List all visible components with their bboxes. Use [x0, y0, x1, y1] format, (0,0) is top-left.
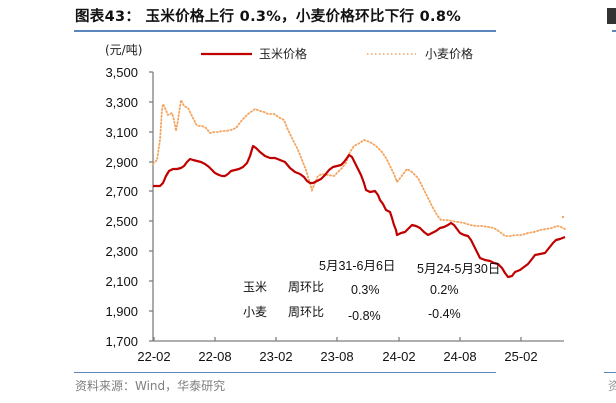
annotation-row-corn-item: 玉米: [243, 280, 267, 294]
x-tick-label: 25-02: [504, 349, 537, 364]
y-tick-label: 3,500: [105, 65, 138, 80]
y-tick-label: 3,100: [105, 125, 138, 140]
y-tick-label: 2,100: [105, 274, 138, 289]
y-tick-label: 1,900: [105, 304, 138, 319]
x-axis: 22-02 22-08 23-02 23-08 24-02 24-08 25-0…: [137, 337, 564, 364]
y-axis-unit-label: (元/吨): [105, 43, 142, 57]
y-tick-label: 2,500: [105, 214, 138, 229]
adjacent-chart-title-fragment: [607, 8, 616, 24]
corn-price-line: [153, 144, 566, 279]
footer-divider: [74, 372, 496, 373]
weekly-change-annotation: 5月31-6月6日 5月24-5月30日 玉米 周环比 0.3% 0.2% 小麦…: [243, 259, 500, 323]
y-axis: 3,500 3,300 3,100 2,900 2,700 2,500 2,30…: [105, 65, 154, 349]
annotation-row-wheat-metric: 周环比: [288, 305, 324, 319]
adjacent-chart-divider-fragment: [612, 30, 616, 32]
y-tick-label: 3,300: [105, 95, 138, 110]
x-tick-label: 23-08: [320, 349, 353, 364]
x-tick-label: 24-08: [443, 349, 476, 364]
x-tick-label: 22-02: [137, 349, 170, 364]
annotation-corn-prior-value: 0.2%: [430, 283, 459, 297]
y-tick-label: 2,900: [105, 155, 138, 170]
source-note: 资料来源：Wind，华泰研究: [75, 379, 226, 393]
y-tick-label: 2,300: [105, 244, 138, 259]
annotation-row-corn-metric: 周环比: [288, 280, 324, 294]
annotation-row-wheat-item: 小麦: [243, 305, 267, 319]
x-tick-label: 22-08: [198, 349, 231, 364]
title-divider: [74, 30, 496, 32]
x-tick-label: 23-02: [259, 349, 292, 364]
annotation-corn-current-value: 0.3%: [351, 283, 380, 297]
legend-corn-label: 玉米价格: [259, 46, 307, 61]
adjacent-footer-divider-fragment: [604, 372, 616, 373]
wheat-price-line: [152, 97, 566, 237]
adjacent-fragment-dot: [562, 216, 564, 218]
legend: 玉米价格 小麦价格: [201, 46, 473, 61]
y-tick-label: 2,700: [105, 184, 138, 199]
annotation-wheat-current-value: -0.8%: [348, 309, 381, 323]
y-tick-label: 1,700: [105, 334, 138, 349]
annotation-header-prior-week: 5月24-5月30日: [417, 262, 500, 276]
adjacent-source-fragment: 资: [608, 379, 616, 393]
legend-wheat-label: 小麦价格: [425, 46, 473, 61]
annotation-wheat-prior-value: -0.4%: [428, 307, 461, 321]
x-tick-label: 24-02: [382, 349, 415, 364]
chart-title: 图表43： 玉米价格上行 0.3%，小麦价格环比下行 0.8%: [75, 9, 462, 25]
annotation-header-current-week: 5月31-6月6日: [319, 259, 395, 273]
